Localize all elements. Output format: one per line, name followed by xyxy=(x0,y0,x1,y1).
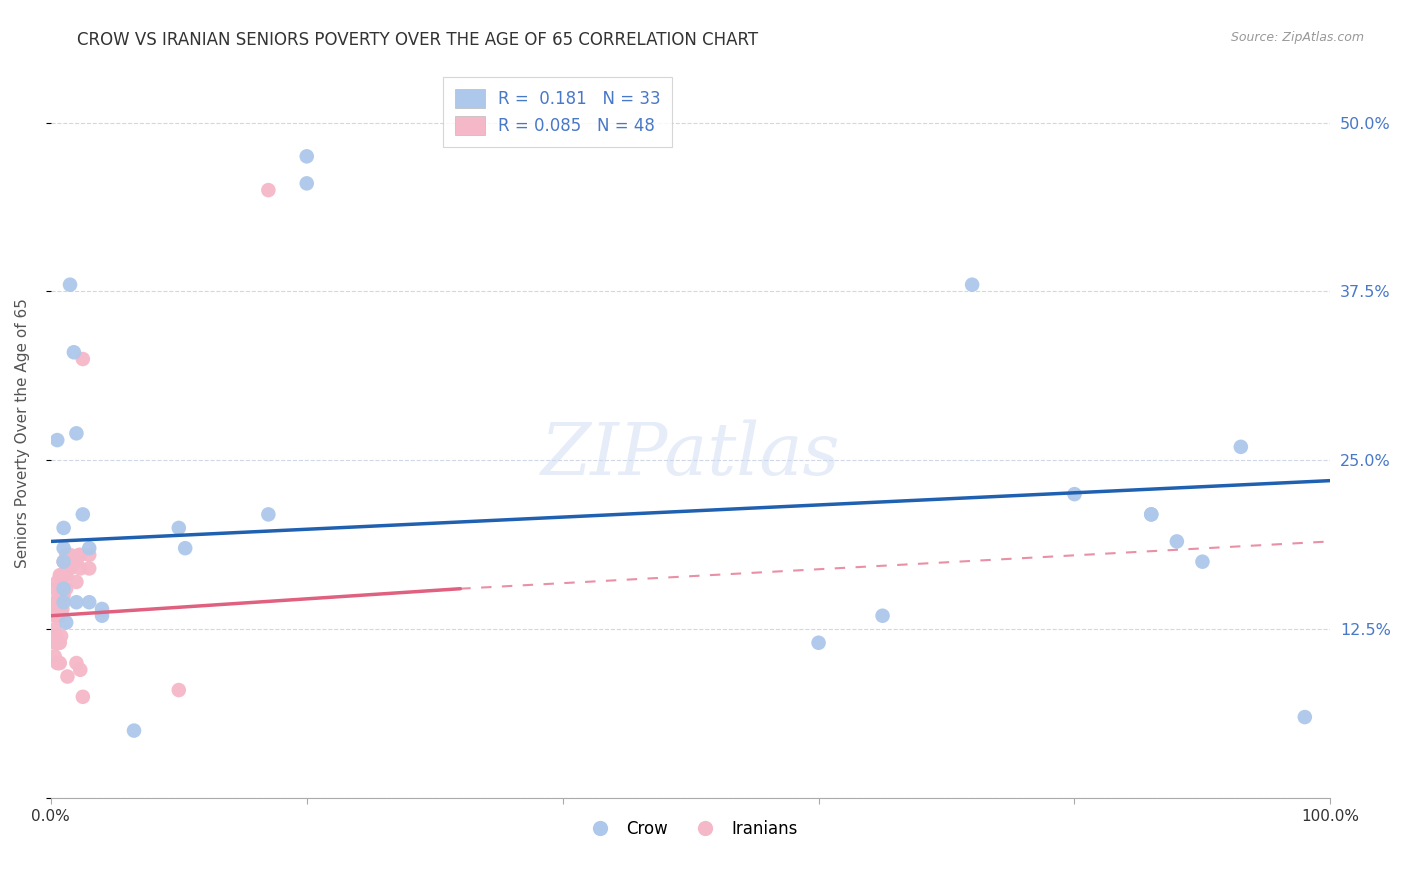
Point xyxy=(1166,534,1188,549)
Point xyxy=(42,602,65,616)
Point xyxy=(46,574,69,589)
Point xyxy=(45,582,67,596)
Point xyxy=(1140,508,1163,522)
Point xyxy=(257,183,280,197)
Point xyxy=(44,636,66,650)
Point xyxy=(59,561,82,575)
Point xyxy=(52,521,75,535)
Point xyxy=(72,351,94,366)
Text: Source: ZipAtlas.com: Source: ZipAtlas.com xyxy=(1230,31,1364,45)
Point xyxy=(51,602,73,616)
Legend: Crow, Iranians: Crow, Iranians xyxy=(576,814,804,845)
Point xyxy=(48,636,70,650)
Text: CROW VS IRANIAN SENIORS POVERTY OVER THE AGE OF 65 CORRELATION CHART: CROW VS IRANIAN SENIORS POVERTY OVER THE… xyxy=(77,31,758,49)
Point xyxy=(65,426,87,441)
Point xyxy=(960,277,983,292)
Point xyxy=(77,561,100,575)
Point xyxy=(44,622,66,636)
Point xyxy=(48,608,70,623)
Point xyxy=(72,690,94,704)
Point xyxy=(77,595,100,609)
Point xyxy=(49,568,72,582)
Point xyxy=(167,521,190,535)
Point xyxy=(91,608,114,623)
Point xyxy=(59,277,82,292)
Point xyxy=(72,508,94,522)
Point xyxy=(69,663,91,677)
Point xyxy=(55,548,77,562)
Point xyxy=(55,582,77,596)
Point xyxy=(49,656,72,670)
Point xyxy=(45,608,67,623)
Point xyxy=(46,636,69,650)
Point xyxy=(295,177,318,191)
Point xyxy=(52,568,75,582)
Point xyxy=(52,595,75,609)
Point xyxy=(49,568,72,582)
Point xyxy=(56,561,79,575)
Point xyxy=(44,649,66,664)
Point xyxy=(51,582,73,596)
Point xyxy=(69,561,91,575)
Point xyxy=(52,555,75,569)
Point xyxy=(1294,710,1316,724)
Point xyxy=(65,574,87,589)
Point xyxy=(122,723,145,738)
Point xyxy=(52,582,75,596)
Point xyxy=(77,541,100,556)
Point xyxy=(65,595,87,609)
Point xyxy=(45,629,67,643)
Point xyxy=(1063,487,1085,501)
Point xyxy=(1230,440,1253,454)
Point xyxy=(55,568,77,582)
Point xyxy=(65,656,87,670)
Point xyxy=(52,541,75,556)
Point xyxy=(49,582,72,596)
Point xyxy=(56,669,79,683)
Point xyxy=(65,555,87,569)
Point xyxy=(46,595,69,609)
Text: ZIPatlas: ZIPatlas xyxy=(541,420,841,491)
Point xyxy=(49,602,72,616)
Point xyxy=(295,149,318,163)
Point xyxy=(44,608,66,623)
Point xyxy=(45,595,67,609)
Point xyxy=(91,602,114,616)
Point xyxy=(46,433,69,447)
Point xyxy=(1140,508,1163,522)
Point xyxy=(167,683,190,698)
Point xyxy=(48,656,70,670)
Point xyxy=(807,636,830,650)
Point xyxy=(872,608,894,623)
Point xyxy=(46,608,69,623)
Point xyxy=(55,615,77,630)
Point xyxy=(63,345,86,359)
Point xyxy=(49,636,72,650)
Point xyxy=(77,548,100,562)
Point xyxy=(257,508,280,522)
Point xyxy=(52,555,75,569)
Point xyxy=(69,548,91,562)
Point xyxy=(48,589,70,603)
Point xyxy=(67,548,90,562)
Point xyxy=(49,629,72,643)
Point xyxy=(52,589,75,603)
Point xyxy=(59,548,82,562)
Point xyxy=(46,656,69,670)
Y-axis label: Seniors Poverty Over the Age of 65: Seniors Poverty Over the Age of 65 xyxy=(15,299,30,568)
Point xyxy=(1191,555,1213,569)
Point xyxy=(174,541,197,556)
